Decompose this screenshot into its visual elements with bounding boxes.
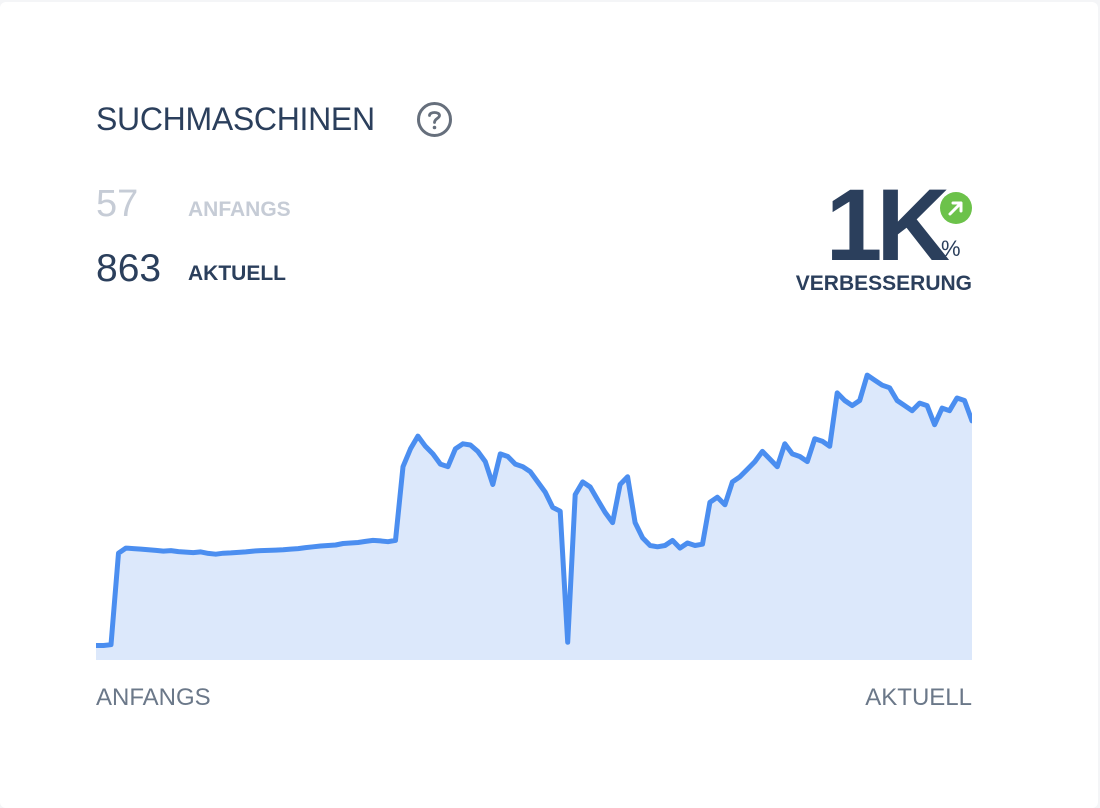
current-value: 863	[96, 247, 162, 290]
axis-start-label: ANFANGS	[96, 684, 211, 711]
card-title: SUCHMASCHINEN	[96, 101, 375, 137]
search-traffic-chart	[96, 372, 972, 660]
chart-series-line	[96, 372, 972, 648]
improvement-value: 1K	[825, 168, 950, 282]
start-value: 57	[96, 183, 139, 225]
start-label: ANFANGS	[188, 198, 291, 221]
arrow-up-right-icon	[940, 192, 972, 224]
improvement-unit: %	[941, 236, 961, 261]
chart-area-fill	[96, 375, 972, 660]
current-label: AKTUELL	[188, 262, 286, 285]
axis-end-label: AKTUELL	[865, 684, 972, 711]
question-circle-icon[interactable]	[416, 101, 453, 138]
improvement-label: VERBESSERUNG	[795, 272, 972, 295]
